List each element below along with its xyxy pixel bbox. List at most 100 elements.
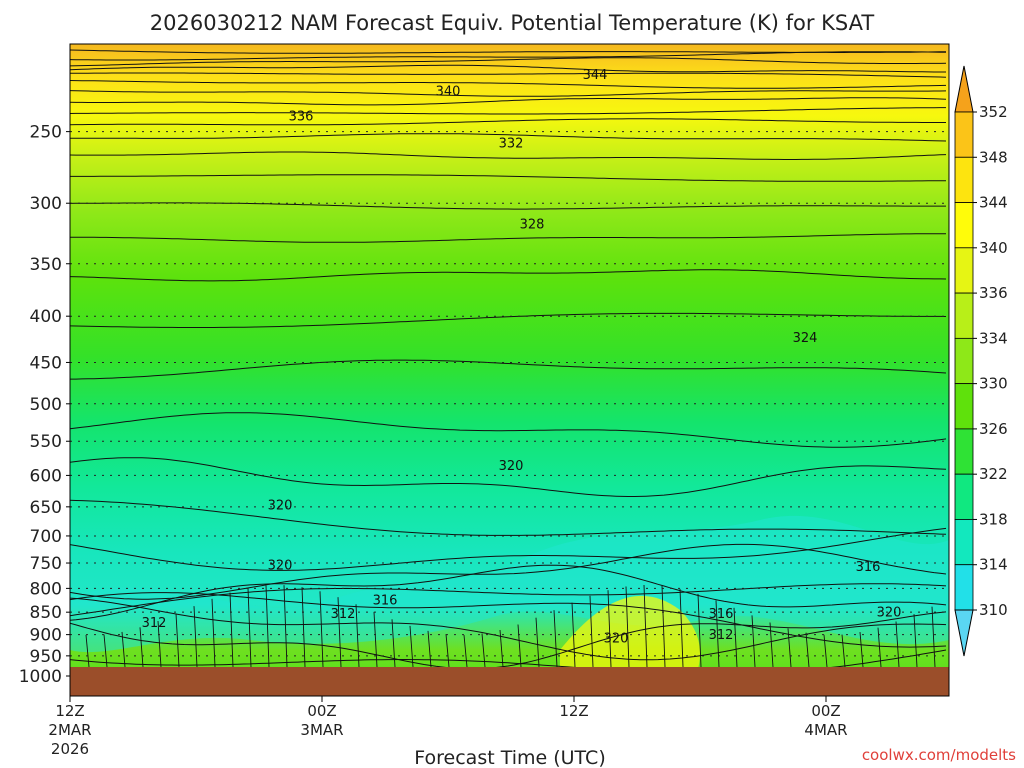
contour-line — [70, 233, 946, 243]
contour-line — [427, 630, 432, 668]
contour-line — [70, 90, 947, 97]
y-tick-label: 400 — [30, 307, 62, 327]
y-tick-label: 850 — [30, 603, 62, 623]
contour-line — [70, 107, 946, 115]
contour-line — [301, 587, 306, 668]
contour-label: 328 — [520, 218, 545, 233]
x-tick-label: 00Z — [307, 702, 336, 720]
contour-lines — [70, 49, 947, 675]
contour-label: 332 — [499, 136, 524, 151]
colorbar-swatch — [954, 383, 974, 430]
contour-label: 344 — [583, 68, 608, 83]
contour-label: 312 — [142, 616, 167, 631]
contour-line — [805, 632, 810, 668]
contour-label: 316 — [856, 560, 881, 575]
contour-line — [751, 615, 756, 668]
contour-line — [265, 585, 270, 668]
contour-line — [373, 611, 378, 668]
y-axis: 250 300 350 400 450 500 550 600 650 700 750 800 850 9… — [19, 123, 70, 687]
contour-line — [139, 627, 144, 668]
colorbar-swatch — [954, 337, 974, 385]
contour-line — [643, 584, 648, 668]
contour-line — [70, 97, 947, 106]
contour-line — [70, 597, 947, 661]
x-tick-label: 00Z — [811, 702, 840, 720]
contour-line — [931, 606, 936, 668]
contour-line — [823, 634, 828, 668]
contour-line — [175, 613, 180, 668]
contour-label: 312 — [709, 628, 734, 643]
contour-label: 320 — [268, 498, 293, 513]
contour-line — [337, 597, 342, 668]
colorbar-tick-label: 318 — [979, 510, 1008, 528]
x-axis-title: Forecast Time (UTC) — [414, 747, 605, 768]
contour-line — [70, 80, 947, 89]
colorbar-swatch — [954, 202, 974, 249]
y-tick-label: 300 — [30, 194, 62, 214]
contour-line — [70, 611, 947, 670]
contour-line — [355, 604, 360, 668]
x-tick-label: 2026 — [51, 740, 89, 758]
x-tick-label: 12Z — [55, 702, 84, 720]
x-axis: 12Z2MAR202600Z3MAR12Z00Z4MAR12Z00Z5MAR12… — [48, 696, 848, 758]
contour-line — [70, 564, 947, 621]
contour-line — [625, 586, 630, 668]
contour-line — [553, 610, 558, 668]
y-tick-label: 700 — [30, 527, 62, 547]
contour-labels: 3483443443443403403403363363363323323323… — [142, 68, 902, 647]
contour-line — [769, 622, 774, 668]
contour-line — [247, 587, 252, 668]
contour-label: 320 — [268, 559, 293, 574]
y-tick-label: 750 — [30, 554, 62, 574]
contour-line — [481, 633, 486, 668]
contour-line — [121, 631, 126, 668]
contour-line — [70, 527, 947, 571]
contour-line — [193, 606, 198, 668]
colorbar: 352 348 344 340 336 334 330 326 322 318 314 310 — [954, 65, 1008, 657]
y-tick-label: 350 — [30, 255, 62, 275]
contour-label: 340 — [436, 84, 461, 99]
y-tick-label: 900 — [30, 626, 62, 646]
ground-mask — [70, 667, 949, 696]
contour-line — [70, 174, 946, 182]
colorbar-top-arrow — [954, 65, 974, 113]
y-tick-label: 500 — [30, 395, 62, 415]
contour-line — [70, 64, 946, 73]
colorbar-swatch — [954, 519, 974, 566]
contour-line — [283, 585, 288, 668]
contour-line — [70, 359, 947, 380]
contour-line — [661, 585, 666, 668]
contour-line — [787, 628, 792, 668]
contour-line — [409, 625, 414, 668]
contour-line — [895, 621, 900, 668]
contour-label: 320 — [499, 459, 524, 474]
contour-label: 320 — [604, 632, 629, 647]
contour-label: 316 — [373, 594, 398, 609]
contour-line — [70, 592, 947, 648]
colorbar-tick-label: 310 — [979, 601, 1008, 619]
contour-label: 320 — [877, 606, 902, 621]
y-tick-label: 600 — [30, 466, 62, 486]
contour-line — [517, 624, 522, 668]
colorbar-swatch — [954, 292, 974, 339]
credit-text: coolwx.com/modelts — [862, 746, 1016, 764]
colorbar-tick-label: 330 — [979, 375, 1008, 393]
contour-line — [463, 634, 468, 668]
contour-line — [391, 619, 396, 668]
contour-line — [607, 590, 612, 668]
contour-line — [70, 133, 947, 142]
contour-line — [913, 614, 918, 668]
y-tick-label: 250 — [30, 123, 62, 143]
contour-line — [70, 412, 947, 448]
y-tick-label: 800 — [30, 579, 62, 599]
colorbar-tick-label: 344 — [979, 194, 1008, 212]
chart-title: 2026030212 NAM Forecast Equiv. Potential… — [150, 11, 875, 35]
contour-line — [70, 269, 947, 282]
colorbar-swatch — [954, 156, 974, 203]
contour-label: 336 — [289, 110, 314, 125]
colorbar-tick-label: 340 — [979, 239, 1008, 257]
plot-frame — [69, 43, 950, 697]
contour-line — [70, 543, 947, 600]
colorbar-tick-label: 314 — [979, 556, 1008, 574]
